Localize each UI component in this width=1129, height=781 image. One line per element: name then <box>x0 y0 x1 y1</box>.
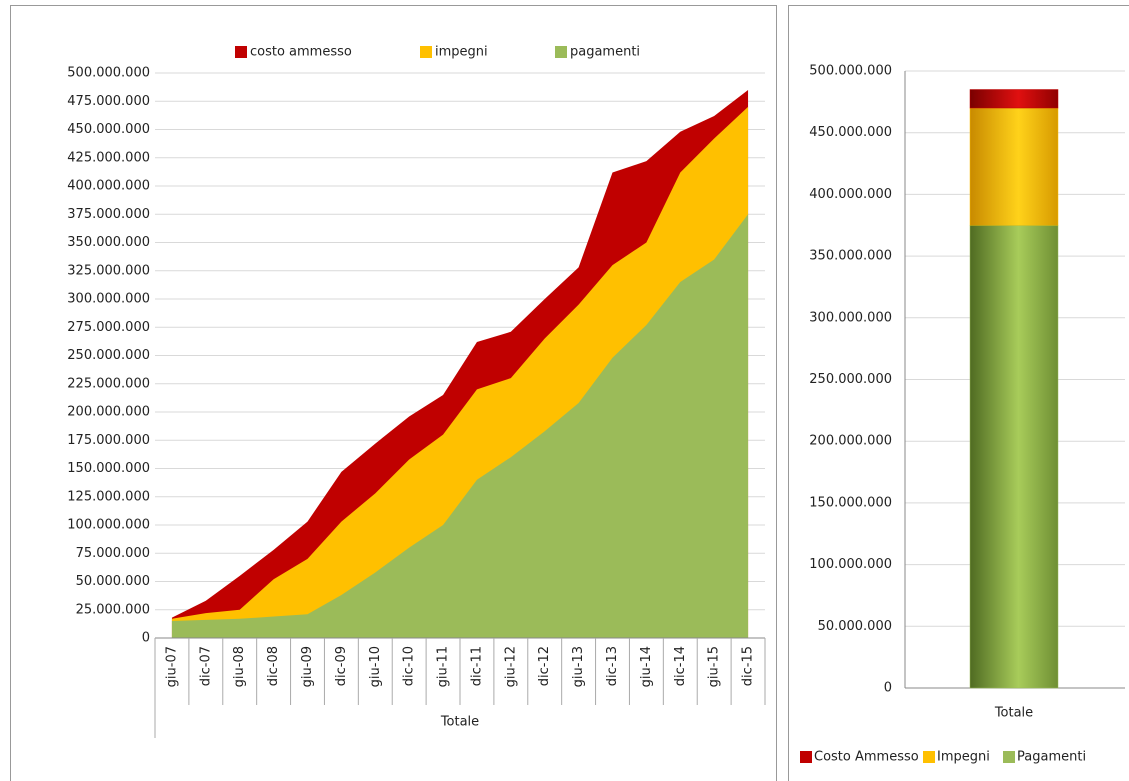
legend-swatch <box>555 46 567 58</box>
y-tick-label: 250.000.000 <box>809 372 892 387</box>
bar-segment <box>969 107 1059 226</box>
legend-label: costo ammesso <box>250 45 352 60</box>
x-tick-label: giu-08 <box>232 646 247 687</box>
x-tick-label: dic-10 <box>402 646 417 686</box>
x-tick-label: dic-11 <box>469 646 484 686</box>
x-tick-label: dic-07 <box>198 646 213 686</box>
y-tick-label: 150.000.000 <box>67 461 150 476</box>
y-tick-label: 125.000.000 <box>67 489 150 504</box>
bar-segment <box>969 225 1059 689</box>
x-tick-label: dic-09 <box>334 646 349 686</box>
y-tick-label: 225.000.000 <box>67 376 150 391</box>
x-tick-label: giu-12 <box>503 646 518 687</box>
legend-swatch <box>235 46 247 58</box>
legend-swatch <box>923 751 935 763</box>
y-tick-label: 50.000.000 <box>818 619 892 634</box>
legend-swatch <box>1003 751 1015 763</box>
y-tick-label: 200.000.000 <box>67 405 150 420</box>
legend-label: impegni <box>435 45 488 60</box>
legend-label: Pagamenti <box>1017 750 1086 765</box>
y-tick-label: 450.000.000 <box>809 125 892 140</box>
x-tick-label: giu-14 <box>639 646 654 687</box>
y-tick-label: 425.000.000 <box>67 150 150 165</box>
y-tick-label: 400.000.000 <box>67 179 150 194</box>
y-tick-label: 325.000.000 <box>67 263 150 278</box>
y-tick-label: 350.000.000 <box>67 235 150 250</box>
y-tick-label: 450.000.000 <box>67 122 150 137</box>
y-tick-label: 400.000.000 <box>809 187 892 202</box>
left-panel <box>10 5 777 781</box>
y-tick-label: 300.000.000 <box>67 292 150 307</box>
area <box>171 214 749 638</box>
x-tick-label: giu-15 <box>707 646 722 687</box>
y-tick-label: 0 <box>884 681 892 696</box>
y-tick-label: 100.000.000 <box>67 518 150 533</box>
y-tick-label: 275.000.000 <box>67 320 150 335</box>
legend-label: Costo Ammesso <box>814 750 919 765</box>
y-tick-label: 375.000.000 <box>67 207 150 222</box>
y-tick-label: 500.000.000 <box>809 64 892 79</box>
y-tick-label: 200.000.000 <box>809 434 892 449</box>
y-tick-label: 300.000.000 <box>809 310 892 325</box>
legend-swatch <box>800 751 812 763</box>
x-tick-label: dic-12 <box>537 646 552 686</box>
x-tick-label: dic-13 <box>605 646 620 686</box>
right-panel <box>788 5 1129 781</box>
y-tick-label: 350.000.000 <box>809 249 892 264</box>
x-tick-label: Totale <box>994 706 1033 721</box>
legend-swatch <box>420 46 432 58</box>
y-tick-label: 475.000.000 <box>67 94 150 109</box>
x-tick-label: dic-15 <box>741 646 756 686</box>
y-tick-label: 500.000.000 <box>67 66 150 81</box>
x-tick-label: giu-13 <box>571 646 586 687</box>
x-tick-label: giu-07 <box>164 646 179 687</box>
y-tick-label: 175.000.000 <box>67 433 150 448</box>
x-tick-label: giu-11 <box>436 646 451 687</box>
y-tick-label: 0 <box>142 631 150 646</box>
x-tick-label: dic-14 <box>673 646 688 686</box>
bar-segment <box>969 89 1059 109</box>
y-tick-label: 150.000.000 <box>809 495 892 510</box>
y-tick-label: 25.000.000 <box>76 602 150 617</box>
x-group-label: Totale <box>440 715 479 730</box>
legend-label: Impegni <box>937 750 990 765</box>
x-tick-label: dic-08 <box>266 646 281 686</box>
y-tick-label: 50.000.000 <box>76 574 150 589</box>
x-tick-label: giu-09 <box>300 646 315 687</box>
x-tick-label: giu-10 <box>368 646 383 687</box>
legend-label: pagamenti <box>570 45 640 60</box>
y-tick-label: 250.000.000 <box>67 348 150 363</box>
y-tick-label: 75.000.000 <box>76 546 150 561</box>
y-tick-label: 100.000.000 <box>809 557 892 572</box>
